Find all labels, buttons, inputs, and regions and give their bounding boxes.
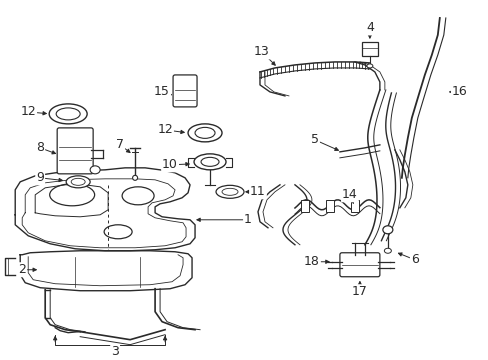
Ellipse shape [132,175,137,180]
Ellipse shape [222,188,238,195]
Ellipse shape [194,154,225,170]
Ellipse shape [201,157,219,166]
Text: 8: 8 [36,141,44,154]
Ellipse shape [195,127,215,138]
Polygon shape [20,251,192,291]
Ellipse shape [104,225,132,239]
Ellipse shape [384,248,390,253]
Text: 3: 3 [111,345,119,358]
Text: 18: 18 [304,255,319,268]
Ellipse shape [188,124,222,142]
Text: 1: 1 [244,213,251,226]
FancyBboxPatch shape [339,253,379,277]
Text: 11: 11 [249,185,265,198]
Ellipse shape [122,187,154,205]
Ellipse shape [66,176,90,188]
Bar [361,42,377,56]
Bar [325,200,333,212]
Text: 15: 15 [154,85,170,98]
Ellipse shape [56,108,80,120]
Text: 4: 4 [365,22,373,35]
FancyBboxPatch shape [57,128,93,174]
Text: 16: 16 [451,85,467,98]
Text: 9: 9 [36,171,44,184]
Text: 17: 17 [351,285,367,298]
Text: 2: 2 [18,263,26,276]
Text: 12: 12 [20,105,36,118]
Ellipse shape [49,104,87,124]
Ellipse shape [366,64,372,68]
Text: 5: 5 [310,133,318,147]
Text: 13: 13 [254,45,269,58]
Ellipse shape [90,166,100,174]
Text: 10: 10 [162,158,178,171]
Text: 12: 12 [157,123,173,136]
Ellipse shape [382,226,392,234]
Polygon shape [15,168,195,251]
FancyBboxPatch shape [173,75,197,107]
Ellipse shape [71,178,85,185]
Ellipse shape [216,185,244,198]
Bar [300,200,308,212]
Bar [350,200,358,212]
Ellipse shape [50,184,95,206]
Text: 7: 7 [116,138,124,151]
Text: 6: 6 [410,253,418,266]
Text: 14: 14 [341,188,357,201]
